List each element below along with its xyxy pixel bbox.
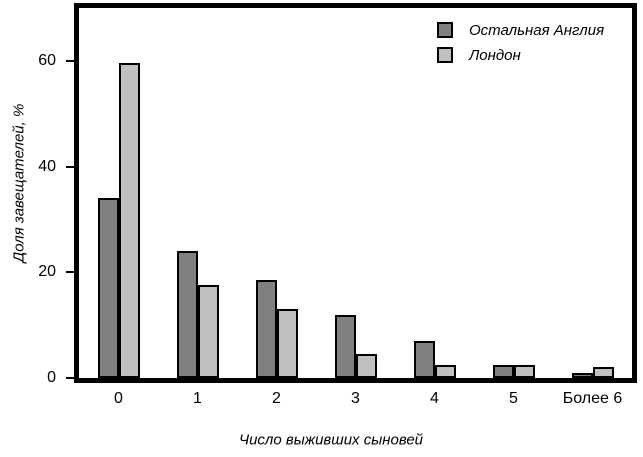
legend-item-rest-england: Остальная Англия [437,21,604,39]
bar-rest-england-cat3 [335,315,356,378]
y-tick-mark-60 [66,60,75,62]
bar-london-cat1 [198,285,219,378]
x-tick-label-cat4: 4 [430,390,439,407]
y-tick-mark-20 [66,271,75,273]
x-tick-label-cat3: 3 [351,390,360,407]
y-tick-mark-40 [66,166,75,168]
x-tick-label-cat6: Более 6 [562,390,623,407]
bar-london-cat0 [119,63,140,378]
bar-london-cat2 [277,309,298,378]
y-tick-label-40: 40 [38,158,56,175]
legend-swatch-london-icon [437,47,453,63]
x-axis-title: Число выживших сыновей [238,431,424,449]
legend-label-london: Лондон [469,46,521,64]
x-tick-label-cat2: 2 [272,390,281,407]
bar-london-cat5 [514,365,535,378]
y-tick-label-20: 20 [38,263,56,280]
legend-swatch-rest-england-icon [437,22,453,38]
plot-area [74,3,637,383]
bar-london-cat4 [435,365,456,378]
bar-rest-england-cat2 [256,280,277,378]
x-tick-label-cat1: 1 [193,390,202,407]
y-tick-label-0: 0 [47,369,56,386]
y-axis-title: Доля завещателей, % [10,103,28,263]
y-tick-mark-0 [66,377,75,379]
legend-item-london: Лондон [437,46,604,64]
bar-rest-england-cat0 [98,198,119,378]
bar-london-cat6 [593,367,614,378]
bar-rest-england-cat1 [177,251,198,378]
x-tick-label-cat5: 5 [509,390,518,407]
x-tick-label-cat0: 0 [114,390,123,407]
bar-rest-england-cat6 [572,373,593,378]
legend-label-rest-england: Остальная Англия [469,21,605,39]
bar-london-cat3 [356,354,377,378]
legend: Остальная Англия Лондон [437,21,604,71]
y-tick-label-60: 60 [38,52,56,69]
bar-rest-england-cat5 [493,365,514,378]
bar-rest-england-cat4 [414,341,435,378]
